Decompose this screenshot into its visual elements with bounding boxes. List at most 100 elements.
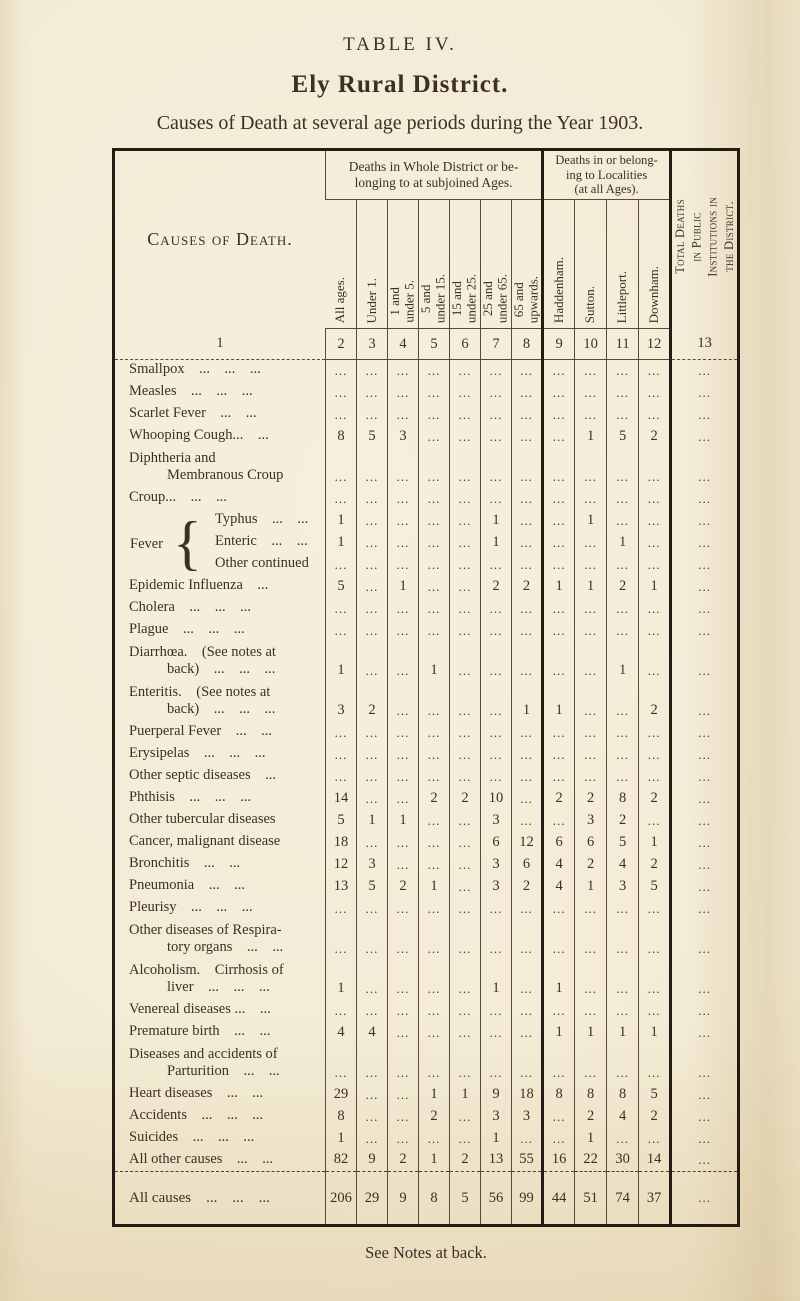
value-cell: 8 [606, 787, 639, 810]
cause-label: Bronchitis ... ... [129, 855, 241, 872]
value-cell: ... [356, 403, 388, 426]
value-cell: ... [669, 919, 739, 960]
value-cell: 18 [510, 1083, 543, 1106]
value-cell: ... [574, 447, 607, 488]
value-cell: 2 [574, 787, 607, 810]
value-cell: ... [669, 425, 739, 448]
value-cell: ... [669, 765, 739, 788]
column-number: 1 [113, 328, 326, 360]
value-cell: ... [574, 765, 607, 788]
value-cell: 3 [510, 1105, 543, 1128]
value-cell: 5 [606, 831, 639, 854]
value-cell: ... [510, 765, 543, 788]
value-cell: 2 [606, 809, 639, 832]
value-cell: 2 [638, 681, 671, 722]
value-cell: ... [638, 999, 671, 1022]
value-cell: 3 [480, 875, 512, 898]
value-cell: ... [669, 381, 739, 404]
value-cell: ... [510, 1043, 543, 1084]
cause-label: Diarrhœa. (See notes at back) ... ... ... [129, 643, 276, 678]
value-cell: 1 [325, 1127, 357, 1150]
column-number: 4 [387, 328, 419, 360]
value-cell: 2 [387, 1149, 419, 1172]
value-cell: ... [669, 487, 739, 510]
value-cell: ... [449, 553, 481, 576]
value-cell: 55 [510, 1149, 543, 1172]
cause-label: Heart diseases ... ... [129, 1085, 264, 1102]
value-cell: ... [418, 681, 450, 722]
value-cell: 5 [606, 425, 639, 448]
value-cell: 1 [638, 1021, 671, 1044]
value-cell: ... [387, 919, 419, 960]
value-cell: 4 [606, 1105, 639, 1128]
value-cell: ... [541, 999, 575, 1022]
value-cell: ... [356, 381, 388, 404]
value-cell: ... [480, 425, 512, 448]
value-cell: ... [574, 959, 607, 1000]
value-cell: ... [510, 919, 543, 960]
value-cell: ... [638, 403, 671, 426]
age-column-header: 1 and under 5. [387, 199, 419, 329]
value-cell: ... [606, 447, 639, 488]
cause-label: Diphtheria and Membranous Croup [129, 449, 284, 484]
value-cell: ... [387, 1083, 419, 1106]
value-cell: ... [449, 487, 481, 510]
table-row: Premature birth ... ... 4 4...............… [114, 1021, 739, 1044]
value-cell: 5 [638, 1083, 671, 1106]
value-cell: ... [356, 787, 388, 810]
value-cell: 1 [606, 1021, 639, 1044]
value-cell: ... [449, 597, 481, 620]
value-cell: ... [510, 641, 543, 682]
value-cell: 3 [325, 681, 357, 722]
value-cell: ... [606, 403, 639, 426]
value-cell: ... [669, 1021, 739, 1044]
value-cell: ... [356, 447, 388, 488]
value-cell: ... [669, 809, 739, 832]
table-row: Enteric ... ... 1............ 1......... 1.… [114, 531, 739, 554]
table-row: Measles ... ... ........................… [114, 381, 739, 404]
age-column-header: 25 and under 65. [480, 199, 512, 329]
value-cell: 1 [574, 575, 607, 598]
table-row: Diarrhœa. (See notes at back) ... ... ...… [114, 641, 739, 682]
district-title: Ely Rural District. [291, 71, 509, 98]
value-cell: ... [574, 359, 607, 382]
value-cell: ... [541, 765, 575, 788]
cause-label: Diseases and accidents of Parturition ...… [129, 1045, 280, 1080]
group-header-row: Causes of Death. Deaths in Whole Distric… [114, 149, 739, 329]
value-cell: ... [480, 447, 512, 488]
value-cell: ... [449, 1127, 481, 1150]
value-cell: ... [356, 765, 388, 788]
value-cell: 2 [606, 575, 639, 598]
value-cell: ... [606, 959, 639, 1000]
value-cell: 74 [606, 1171, 639, 1226]
value-cell: ... [356, 1043, 388, 1084]
value-cell: ... [510, 509, 543, 532]
table-row: Enteritis. (See notes at back) ... ... ..… [114, 681, 739, 722]
value-cell: 5 [356, 425, 388, 448]
value-cell: ... [387, 1127, 419, 1150]
value-cell: 2 [510, 575, 543, 598]
value-cell: 6 [480, 831, 512, 854]
value-cell: ... [669, 875, 739, 898]
value-cell: 1 [541, 959, 575, 1000]
value-cell: ... [606, 681, 639, 722]
table-row: Other septic diseases ..................… [114, 765, 739, 788]
value-cell: ... [325, 765, 357, 788]
causes-of-death-table: Causes of Death. Deaths in Whole Distric… [112, 148, 741, 1227]
value-cell: ... [638, 553, 671, 576]
value-cell: ... [480, 681, 512, 722]
value-cell: ... [510, 743, 543, 766]
value-cell: 1 [574, 509, 607, 532]
value-cell: ... [356, 919, 388, 960]
value-cell: ... [606, 919, 639, 960]
value-cell: ... [606, 381, 639, 404]
value-cell: ... [510, 721, 543, 744]
value-cell: ... [638, 897, 671, 920]
value-cell: 1 [541, 681, 575, 722]
value-cell: ... [669, 681, 739, 722]
value-cell: 1 [541, 1021, 575, 1044]
value-cell: ... [418, 919, 450, 960]
column-number: 11 [606, 328, 639, 360]
value-cell: ... [387, 853, 419, 876]
